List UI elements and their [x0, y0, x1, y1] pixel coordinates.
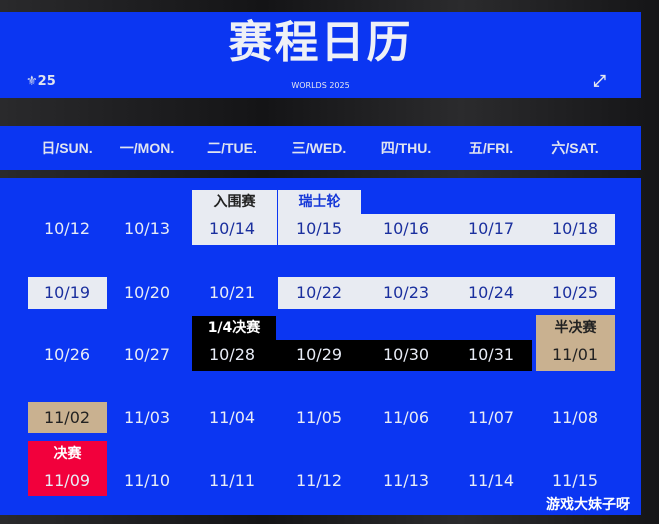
date-cell[interactable]: 10/30: [382, 345, 430, 364]
date-cell[interactable]: 11/07: [467, 408, 515, 427]
date-cell[interactable]: 11/04: [208, 408, 256, 427]
date-cell[interactable]: 11/10: [123, 471, 171, 490]
expand-icon[interactable]: ⤢: [593, 71, 606, 90]
date-cell[interactable]: 10/26: [43, 345, 91, 364]
date-cell[interactable]: 10/17: [467, 219, 515, 238]
weekday-header: 日/SUN. 一/MON. 二/TUE. 三/WED. 四/THU. 五/FRI. 六/SA…: [0, 126, 641, 170]
date-cell[interactable]: 10/21: [208, 283, 256, 302]
worlds-logo: ⚜25: [26, 74, 56, 89]
date-cell[interactable]: 10/23: [382, 283, 430, 302]
date-cell[interactable]: 11/03: [123, 408, 171, 427]
date-cell[interactable]: 11/08: [551, 408, 599, 427]
quarterfinals-label: 1/4决赛: [207, 320, 261, 336]
page-title: 赛程日历: [228, 17, 413, 68]
semifinals-label: 半决赛: [554, 320, 597, 336]
date-cell[interactable]: 11/02: [43, 408, 91, 427]
date-cell[interactable]: 10/15: [295, 219, 343, 238]
date-cell[interactable]: 10/16: [382, 219, 430, 238]
date-cell[interactable]: 11/01: [551, 345, 599, 364]
date-cell[interactable]: 10/24: [467, 283, 515, 302]
swiss-row-2: [278, 277, 615, 309]
swiss-box-1019: [28, 277, 107, 309]
date-cell[interactable]: 10/20: [123, 283, 171, 302]
date-cell[interactable]: 10/19: [43, 283, 91, 302]
date-cell[interactable]: 10/18: [551, 219, 599, 238]
date-cell[interactable]: 11/12: [295, 471, 343, 490]
weekday-label: 日/SUN.: [41, 140, 93, 156]
date-cell[interactable]: 10/12: [43, 219, 91, 238]
semifinals-box-1102: [28, 402, 107, 433]
date-cell[interactable]: 10/25: [551, 283, 599, 302]
date-cell[interactable]: 10/14: [208, 219, 256, 238]
swiss-tab: [278, 190, 361, 216]
weekday-label: 五/FRI.: [468, 140, 514, 156]
quarterfinals-tab: [192, 316, 276, 342]
swiss-label: 瑞士轮: [298, 194, 341, 210]
finals-label: 决赛: [53, 446, 82, 462]
weekday-label: 四/THU.: [380, 140, 432, 156]
date-cell[interactable]: 10/22: [295, 283, 343, 302]
semifinals-box: [536, 315, 615, 371]
date-cell[interactable]: 11/11: [208, 471, 256, 490]
date-cell[interactable]: 10/29: [295, 345, 343, 364]
date-cell[interactable]: 10/28: [208, 345, 256, 364]
date-cell[interactable]: 11/14: [467, 471, 515, 490]
date-cell[interactable]: 11/09: [43, 471, 91, 490]
subtitle: WORLDS 2025: [291, 81, 350, 90]
swiss-row-1: [278, 214, 615, 245]
play-in-box: [192, 190, 277, 245]
calendar-panel: 入围赛 瑞士轮 1/4决赛 半决赛 决赛 10/12 10/13 10/14 10/1…: [0, 178, 641, 515]
date-cell[interactable]: 11/13: [382, 471, 430, 490]
weekday-label: 二/TUE.: [207, 140, 257, 156]
date-cell[interactable]: 10/27: [123, 345, 171, 364]
weekday-label: 三/WED.: [291, 140, 347, 156]
watermark: 游戏大妹子呀: [546, 497, 630, 513]
date-cell[interactable]: 10/31: [467, 345, 515, 364]
header-banner: 赛程日历 WORLDS 2025 ⚜25 ⤢: [0, 12, 641, 98]
date-cell[interactable]: 11/15: [551, 471, 599, 490]
date-cell[interactable]: 10/13: [123, 219, 171, 238]
play-in-label: 入围赛: [213, 194, 256, 210]
date-cell[interactable]: 11/05: [295, 408, 343, 427]
weekday-label: 六/SAT.: [551, 140, 599, 156]
date-cell[interactable]: 11/06: [382, 408, 430, 427]
weekday-label: 一/MON.: [119, 140, 175, 156]
quarterfinals-row: [192, 340, 532, 371]
finals-box: [28, 441, 107, 496]
